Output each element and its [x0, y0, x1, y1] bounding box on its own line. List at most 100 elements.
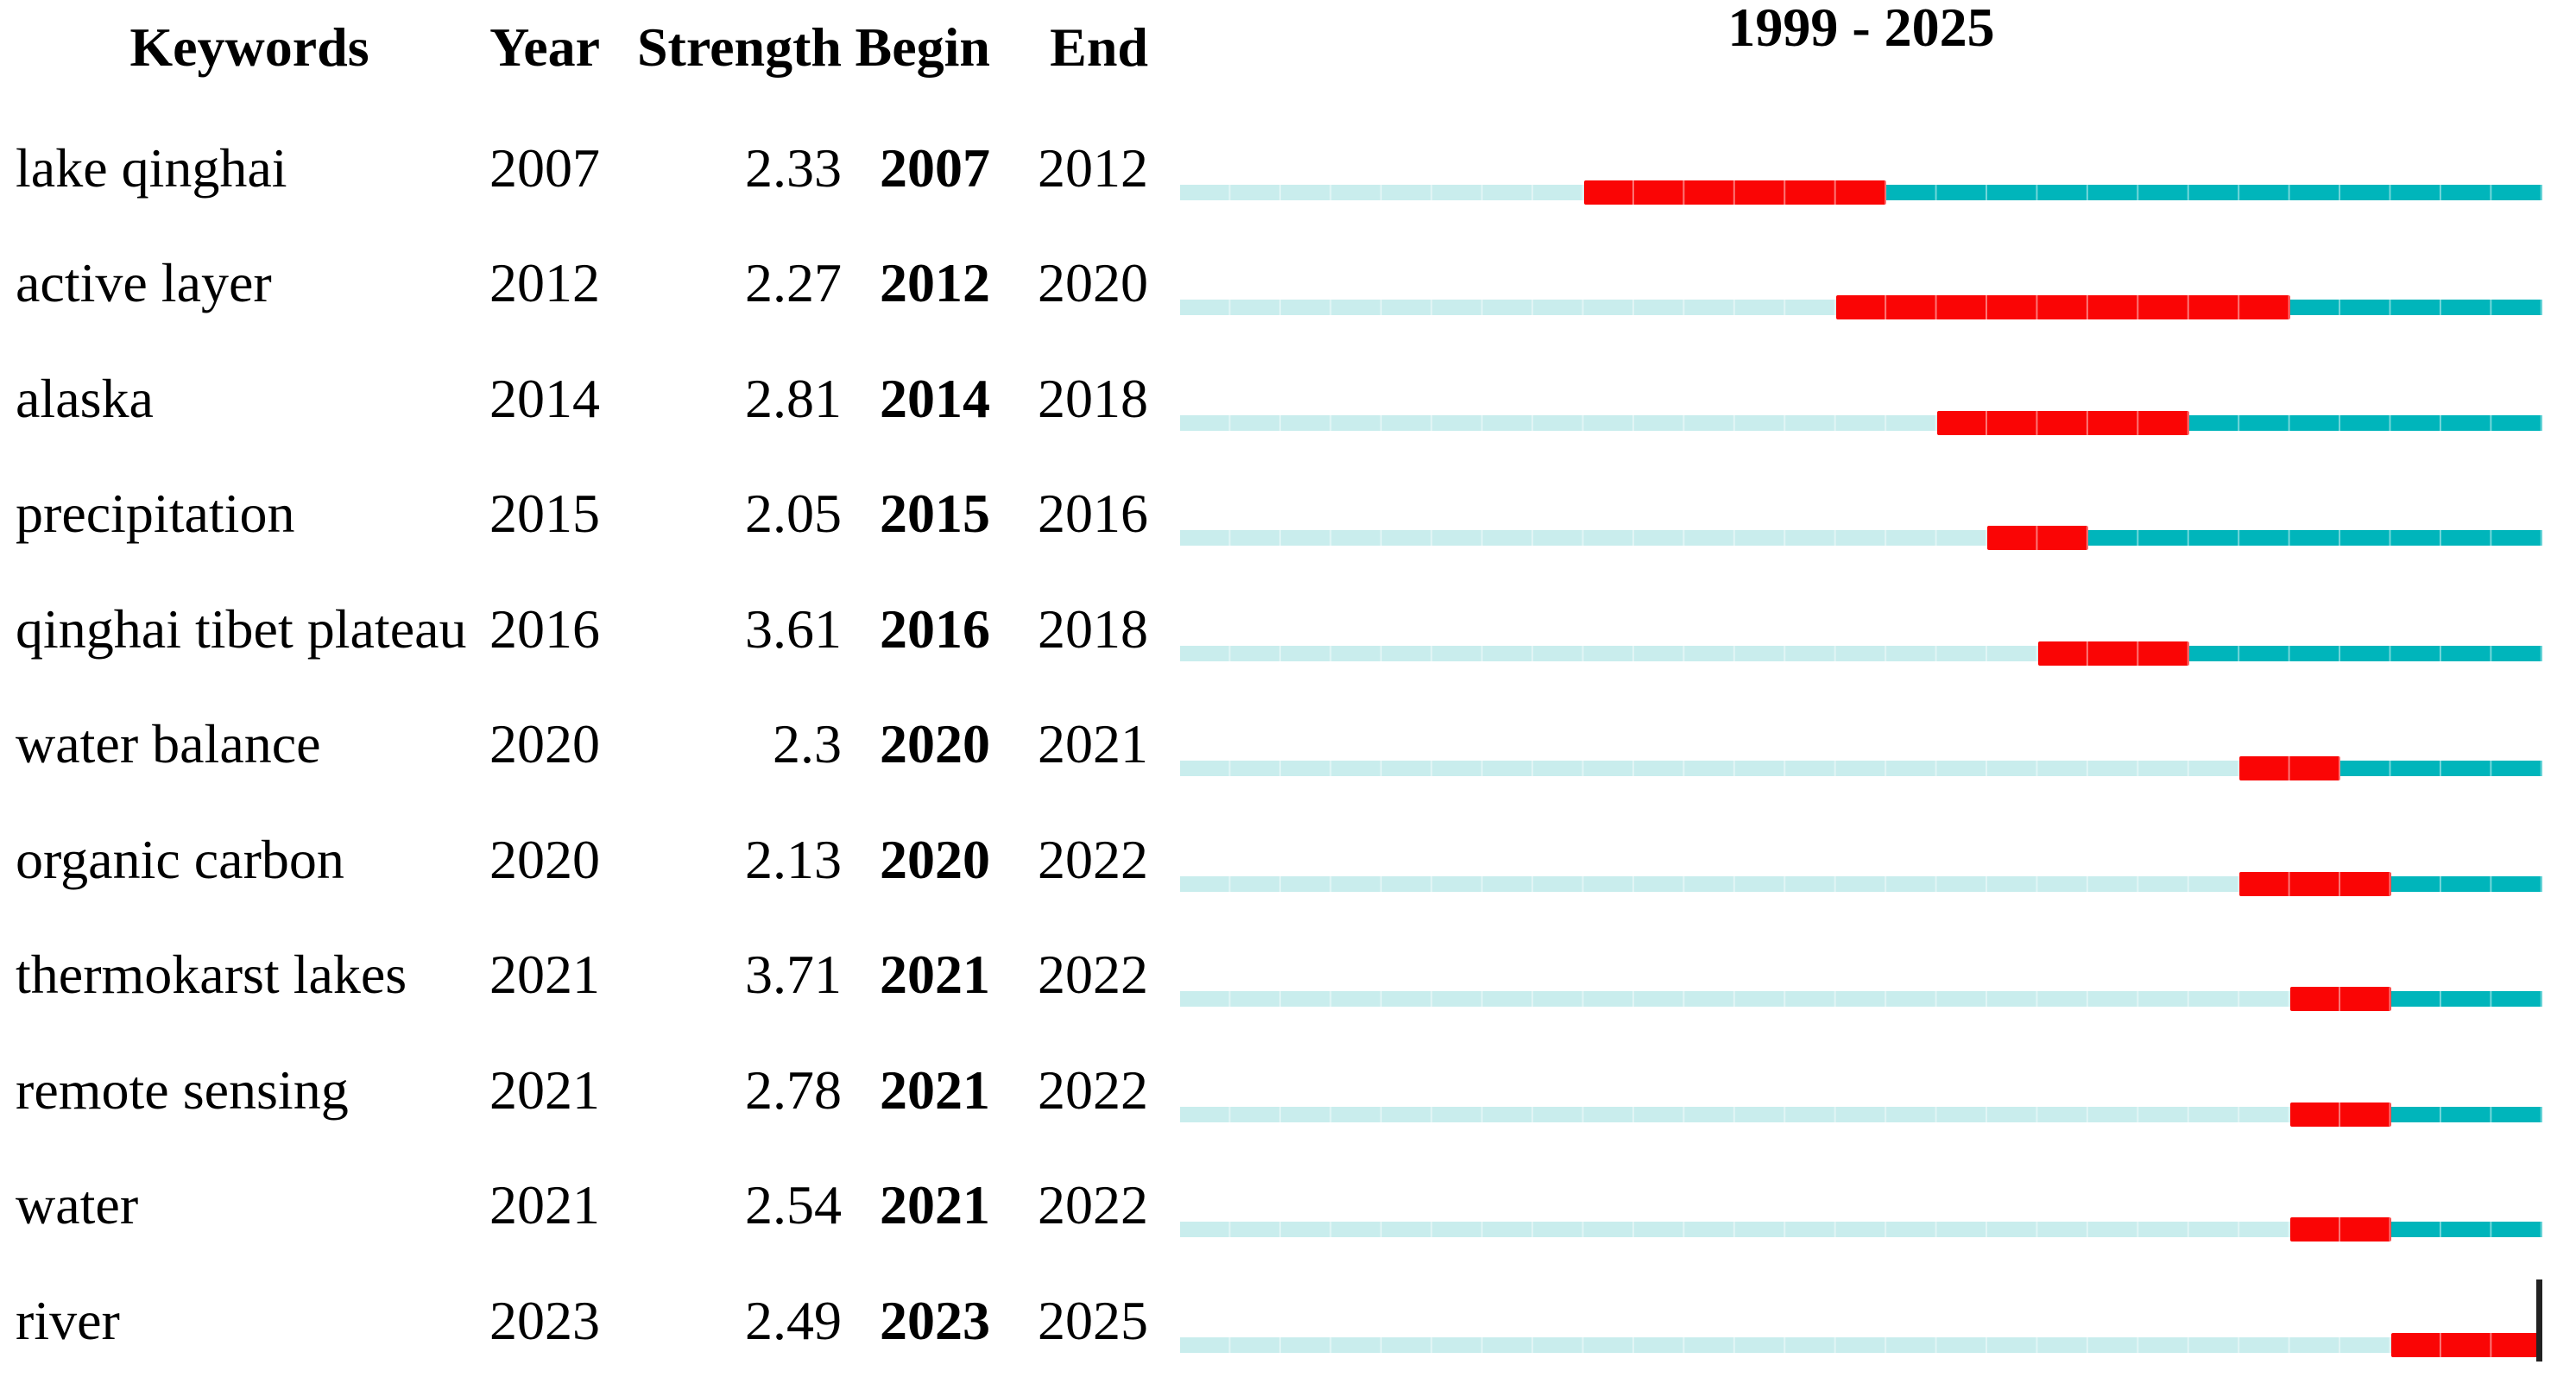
end-value: 2020 [1038, 252, 1148, 314]
post-burst-segment [1886, 184, 2542, 200]
burst-segment [1936, 410, 2189, 435]
burst-segment [2289, 987, 2391, 1012]
begin-value: 2014 [880, 367, 990, 429]
pre-burst-segment [1180, 991, 2290, 1008]
pre-burst-segment [1180, 1222, 2290, 1238]
timeline-bar [1180, 410, 2542, 435]
timeline-bar [1180, 295, 2542, 320]
begin-value: 2020 [880, 828, 990, 890]
timeline-cell [1180, 1148, 2542, 1264]
pre-burst-segment [1180, 1106, 2290, 1122]
timeline-bar [1180, 1102, 2542, 1127]
strength-value: 3.61 [745, 597, 842, 660]
pre-burst-segment [1180, 414, 1937, 431]
keyword-label: qinghai tibet plateau [16, 597, 467, 660]
post-burst-segment [2390, 1106, 2542, 1122]
keyword-label: alaska [16, 367, 154, 429]
col-header-strength: Strength [636, 16, 842, 78]
col-header-end: End [1050, 16, 1148, 78]
pre-burst-segment [1180, 184, 1584, 200]
timeline-cell [1180, 572, 2542, 687]
strength-value: 2.78 [745, 1058, 842, 1121]
year-value: 2020 [489, 828, 600, 890]
pre-burst-segment [1180, 300, 1836, 316]
end-value: 2021 [1038, 713, 1148, 775]
strength-value: 2.3 [773, 713, 842, 775]
table-row: lake qinghai 2007 2.33 2007 2012 [0, 111, 2576, 226]
timeline-cell [1180, 111, 2542, 226]
col-header-begin: Begin [855, 16, 990, 78]
year-value: 2020 [489, 713, 600, 775]
pre-burst-segment [1180, 761, 2240, 777]
table-row: organic carbon 2020 2.13 2020 2022 [0, 802, 2576, 918]
keyword-label: organic carbon [16, 828, 344, 890]
strength-value: 2.27 [745, 252, 842, 314]
end-value: 2025 [1038, 1289, 1148, 1351]
end-value: 2022 [1038, 1058, 1148, 1121]
timeline-bar [1180, 526, 2542, 551]
post-burst-segment [2188, 645, 2542, 661]
table-row: river 2023 2.49 2023 2025 [0, 1263, 2576, 1379]
year-value: 2014 [489, 367, 600, 429]
keyword-label: water [16, 1174, 139, 1236]
post-burst-segment [2087, 530, 2542, 547]
year-value: 2021 [489, 1174, 600, 1236]
table-row: qinghai tibet plateau 2016 3.61 2016 201… [0, 572, 2576, 687]
end-value: 2022 [1038, 944, 1148, 1006]
strength-value: 2.05 [745, 483, 842, 545]
begin-value: 2021 [880, 1174, 990, 1236]
table-row: remote sensing 2021 2.78 2021 2022 [0, 1033, 2576, 1148]
timeline-bar [1180, 180, 2542, 205]
timeline-bar [1180, 641, 2542, 666]
strength-value: 2.54 [745, 1174, 842, 1236]
timeline-cell [1180, 341, 2542, 457]
begin-value: 2021 [880, 1058, 990, 1121]
post-burst-segment [2390, 1222, 2542, 1238]
burst-segment [2239, 756, 2341, 781]
year-value: 2021 [489, 1058, 600, 1121]
burst-segment [2289, 1102, 2391, 1127]
timeline-bar [1180, 987, 2542, 1012]
begin-value: 2007 [880, 136, 990, 199]
timeline-bar [1180, 756, 2542, 781]
end-value: 2018 [1038, 597, 1148, 660]
timeline-bar [1180, 1279, 2542, 1362]
keyword-label: thermokarst lakes [16, 944, 407, 1006]
table-row: precipitation 2015 2.05 2015 2016 [0, 457, 2576, 572]
pre-burst-segment [1180, 645, 2038, 661]
end-value: 2012 [1038, 136, 1148, 199]
table-row: active layer 2012 2.27 2012 2020 [0, 226, 2576, 342]
post-burst-segment [2289, 300, 2542, 316]
timeline-cell [1180, 918, 2542, 1033]
timeline-range-header: 1999 - 2025 [1727, 0, 1995, 58]
keyword-label: water balance [16, 713, 321, 775]
col-header-keywords: Keywords [129, 16, 369, 78]
timeline-cell [1180, 802, 2542, 918]
burst-segment [1835, 295, 2290, 320]
begin-value: 2020 [880, 713, 990, 775]
post-burst-segment [2390, 991, 2542, 1008]
table-row: thermokarst lakes 2021 3.71 2021 2022 [0, 918, 2576, 1033]
table-row: alaska 2014 2.81 2014 2018 [0, 341, 2576, 457]
strength-value: 2.33 [745, 136, 842, 199]
begin-value: 2015 [880, 483, 990, 545]
pre-burst-segment [1180, 1336, 2391, 1353]
year-value: 2023 [489, 1289, 600, 1351]
table-row: water 2021 2.54 2021 2022 [0, 1148, 2576, 1264]
year-value: 2012 [489, 252, 600, 314]
timeline-cell [1180, 687, 2542, 803]
keyword-label: lake qinghai [16, 136, 287, 199]
begin-value: 2023 [880, 1289, 990, 1351]
keyword-label: remote sensing [16, 1058, 349, 1121]
begin-value: 2016 [880, 597, 990, 660]
pre-burst-segment [1180, 875, 2240, 892]
timeline-bar [1180, 871, 2542, 896]
pre-burst-segment [1180, 530, 1988, 547]
strength-value: 2.81 [745, 367, 842, 429]
burst-segment [1987, 526, 2088, 551]
timeline-end-marker [2536, 1279, 2542, 1362]
timeline-cell [1180, 1263, 2542, 1379]
table-header: Keywords Year Strength Begin End 1999 - … [0, 0, 2576, 95]
year-value: 2015 [489, 483, 600, 545]
